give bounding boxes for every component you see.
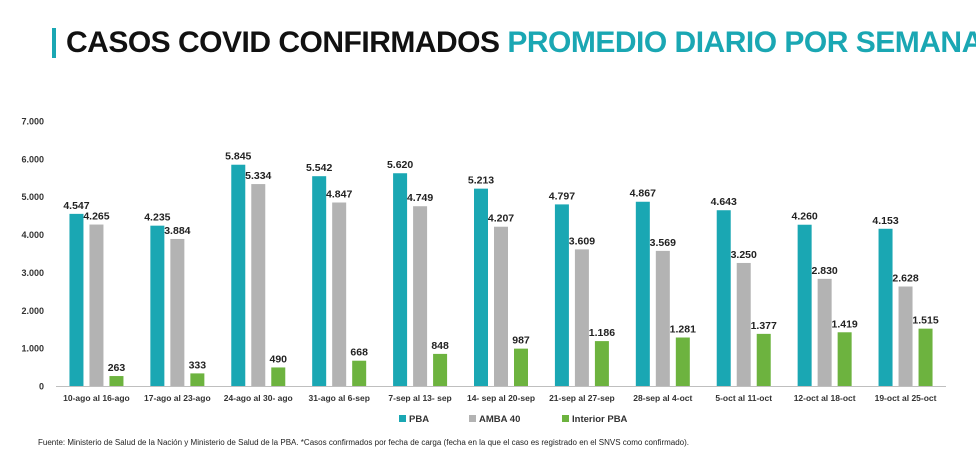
bar-pba xyxy=(69,213,84,386)
data-label: 263 xyxy=(108,362,126,374)
bar-interior-pba xyxy=(352,360,367,386)
x-tick-label: 5-oct al 11-oct xyxy=(715,393,772,403)
y-tick-label: 7.000 xyxy=(21,117,44,127)
legend-label: PBA xyxy=(409,414,429,425)
x-tick-label: 24-ago al 30- ago xyxy=(224,393,293,403)
bar-pba xyxy=(231,164,246,386)
bar-amba-40 xyxy=(332,202,347,386)
bar-pba xyxy=(797,224,812,386)
page-title: CASOS COVID CONFIRMADOS PROMEDIO DIARIO … xyxy=(66,26,976,60)
legend-swatch xyxy=(399,415,406,422)
y-tick-label: 4.000 xyxy=(21,230,44,240)
y-tick-label: 5.000 xyxy=(21,192,44,202)
data-label: 5.620 xyxy=(387,159,413,171)
data-label: 4.643 xyxy=(711,196,737,208)
data-label: 1.377 xyxy=(751,320,777,332)
bar-amba-40 xyxy=(898,286,913,386)
data-label: 4.235 xyxy=(144,212,170,224)
data-label: 4.260 xyxy=(791,211,817,223)
data-label: 5.334 xyxy=(245,170,271,182)
data-label: 5.213 xyxy=(468,175,494,187)
title-main: CASOS COVID CONFIRMADOS xyxy=(66,26,500,59)
data-label: 2.830 xyxy=(811,265,837,277)
y-tick-label: 0 xyxy=(39,382,44,392)
y-tick-label: 6.000 xyxy=(21,154,44,164)
data-label: 3.884 xyxy=(164,225,190,237)
bar-amba-40 xyxy=(574,249,589,386)
data-label: 4.847 xyxy=(326,189,352,201)
legend-swatch xyxy=(469,415,476,422)
data-label: 490 xyxy=(270,353,288,365)
legend-label: Interior PBA xyxy=(572,414,628,425)
bar-amba-40 xyxy=(413,206,428,386)
data-label: 4.749 xyxy=(407,192,433,204)
bar-interior-pba xyxy=(918,328,933,386)
bar-chart: 0 1.000 2.000 3.000 4.000 5.000 6.000 7.000 4.54… xyxy=(21,117,946,425)
data-label: 1.419 xyxy=(831,318,857,330)
data-label: 1.515 xyxy=(912,315,938,327)
x-tick-label: 21-sep al 27-sep xyxy=(549,393,615,403)
bar-pba xyxy=(554,204,569,386)
title-accent-bar xyxy=(52,28,56,58)
bar-interior-pba xyxy=(675,337,690,386)
data-label: 333 xyxy=(189,359,207,371)
bar-pba xyxy=(393,173,408,386)
data-label: 5.845 xyxy=(225,151,251,163)
bar-interior-pba xyxy=(109,376,124,386)
legend-label: AMBA 40 xyxy=(479,414,520,425)
data-label: 4.867 xyxy=(630,188,656,200)
data-label: 1.186 xyxy=(589,327,615,339)
data-label: 5.542 xyxy=(306,162,332,174)
data-label: 4.265 xyxy=(83,211,109,223)
bar-interior-pba xyxy=(190,373,205,386)
bar-pba xyxy=(878,228,893,386)
bar-amba-40 xyxy=(170,238,185,386)
bar-interior-pba xyxy=(433,353,448,386)
x-tick-label: 7-sep al 13- sep xyxy=(388,393,451,403)
x-tick-label: 19-oct al 25-oct xyxy=(875,393,937,403)
y-tick-label: 2.000 xyxy=(21,306,44,316)
source-note: Fuente: Ministerio de Salud de la Nación… xyxy=(38,438,690,447)
x-tick-label: 12-oct al 18-oct xyxy=(794,393,856,403)
bar-interior-pba xyxy=(514,348,528,386)
data-label: 3.609 xyxy=(569,235,595,247)
x-tick-label: 17-ago al 23-ago xyxy=(144,393,211,403)
data-label: 4.207 xyxy=(488,213,514,225)
bar-pba xyxy=(150,225,165,386)
data-label: 4.153 xyxy=(872,215,898,227)
bar-amba-40 xyxy=(251,184,266,386)
bar-amba-40 xyxy=(817,278,832,386)
data-label: 3.250 xyxy=(731,249,757,261)
x-tick-label: 14- sep al 20-sep xyxy=(467,393,535,403)
data-label: 848 xyxy=(431,340,449,352)
bar-amba-40 xyxy=(89,224,104,386)
data-label: 2.628 xyxy=(892,273,918,285)
bar-interior-pba xyxy=(271,367,286,386)
title-accent: PROMEDIO DIARIO POR SEMANA xyxy=(507,26,976,59)
bar-interior-pba xyxy=(756,333,771,386)
x-tick-label: 28-sep al 4-oct xyxy=(633,393,692,403)
data-label: 4.797 xyxy=(549,190,575,202)
bar-pba xyxy=(474,188,488,386)
data-label: 3.569 xyxy=(650,237,676,249)
bar-pba xyxy=(716,210,731,386)
x-tick-label: 31-ago al 6-sep xyxy=(308,393,369,403)
data-label: 668 xyxy=(350,347,368,359)
bar-pba xyxy=(635,201,650,386)
x-tick-label: 10-ago al 16-ago xyxy=(63,393,130,403)
bar-amba-40 xyxy=(494,226,508,386)
data-label: 4.547 xyxy=(63,200,89,212)
data-label: 987 xyxy=(512,335,530,347)
data-label: 1.281 xyxy=(670,324,696,336)
y-tick-label: 1.000 xyxy=(21,344,44,354)
bar-amba-40 xyxy=(655,250,670,386)
legend-swatch xyxy=(562,415,569,422)
y-tick-label: 3.000 xyxy=(21,268,44,278)
bar-interior-pba xyxy=(594,341,609,386)
bar-interior-pba xyxy=(837,332,852,386)
bar-pba xyxy=(312,176,327,386)
bar-amba-40 xyxy=(736,262,751,386)
